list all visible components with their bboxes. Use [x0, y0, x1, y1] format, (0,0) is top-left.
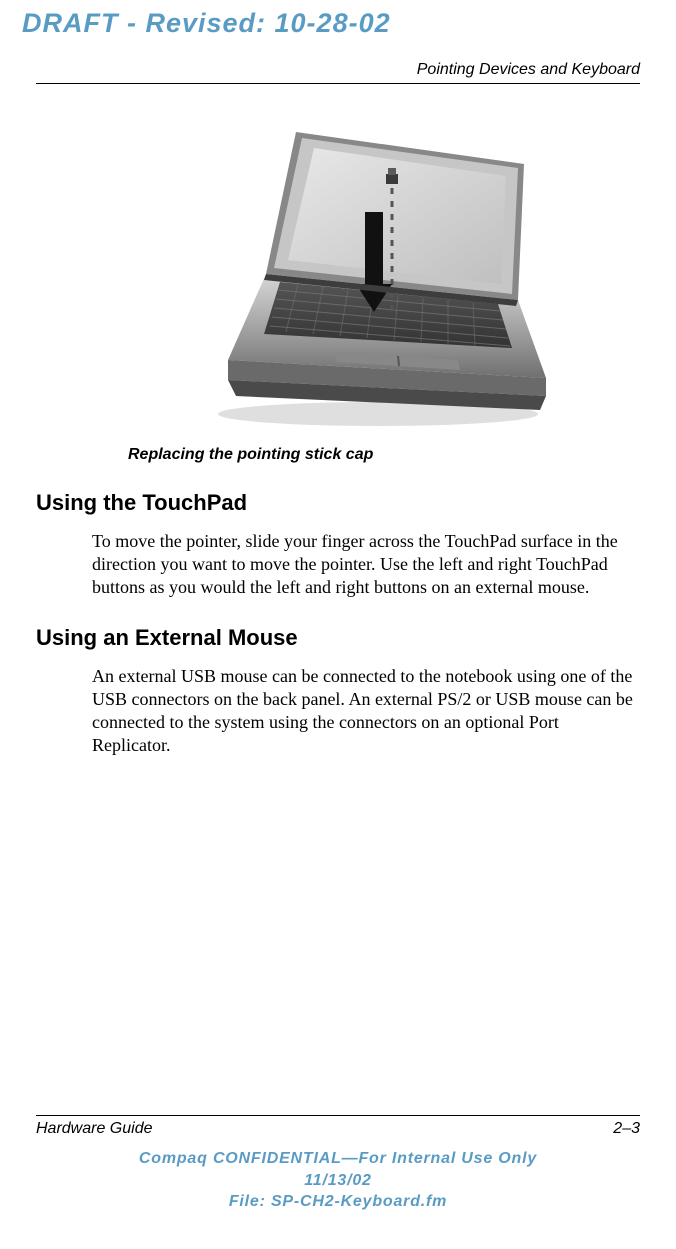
page-footer: Hardware Guide 2–3 Compaq CONFIDENTIAL—F…	[36, 1115, 640, 1213]
body-external-mouse: An external USB mouse can be connected t…	[92, 665, 636, 757]
footer-page-number: 2–3	[613, 1120, 640, 1138]
heading-external-mouse: Using an External Mouse	[36, 625, 640, 651]
heading-touchpad: Using the TouchPad	[36, 490, 640, 516]
section-touchpad: Using the TouchPad To move the pointer, …	[36, 490, 640, 599]
footer-divider	[36, 1115, 640, 1116]
confidential-line-1: Compaq CONFIDENTIAL—For Internal Use Onl…	[36, 1148, 640, 1170]
confidential-block: Compaq CONFIDENTIAL—For Internal Use Onl…	[36, 1148, 640, 1213]
page-header: Pointing Devices and Keyboard	[36, 61, 640, 84]
header-divider	[36, 83, 640, 84]
confidential-line-2: 11/13/02	[36, 1170, 640, 1192]
footer-line: Hardware Guide 2–3	[36, 1120, 640, 1138]
footer-guide-label: Hardware Guide	[36, 1120, 153, 1138]
laptop-illustration	[168, 124, 548, 430]
body-touchpad: To move the pointer, slide your finger a…	[92, 530, 636, 599]
figure-caption: Replacing the pointing stick cap	[128, 446, 373, 464]
section-external-mouse: Using an External Mouse An external USB …	[36, 625, 640, 757]
draft-banner: DRAFT - Revised: 10-28-02	[0, 0, 676, 43]
header-section-title: Pointing Devices and Keyboard	[36, 61, 640, 83]
page-content: Replacing the pointing stick cap Using t…	[36, 124, 640, 757]
confidential-line-3: File: SP-CH2-Keyboard.fm	[36, 1191, 640, 1213]
figure: Replacing the pointing stick cap	[36, 124, 640, 464]
